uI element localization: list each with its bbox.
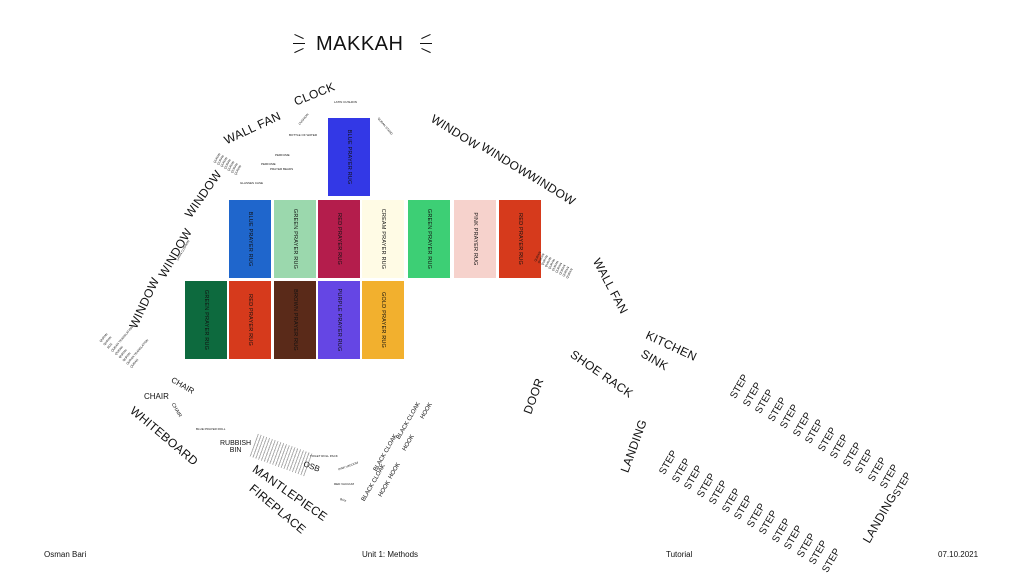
footer-author: Osman Bari bbox=[44, 550, 87, 559]
chair-label: CHAIR bbox=[169, 375, 196, 396]
whiteboard-label: WHITEBOARD bbox=[127, 403, 201, 469]
rug-label: CREAM PRAYER RUG bbox=[380, 208, 386, 270]
prayer-rug: GREEN PRAYER RUG bbox=[274, 200, 316, 278]
prayer-rug: BLUE PRAYER RUG bbox=[229, 200, 271, 278]
window-label: WINDOW bbox=[428, 111, 483, 153]
latin-cushion-label: LATIN CUSHION bbox=[334, 100, 357, 104]
blue-prayer-roll-label: BLUE PRAYER ROLL bbox=[196, 427, 226, 431]
clock-label: CLOCK bbox=[291, 79, 337, 109]
landing-label: LANDING bbox=[859, 490, 900, 546]
glasses-case-label: GLASSES CASE bbox=[240, 181, 264, 185]
rubbish-bin-label: RUBBISH BIN bbox=[220, 440, 252, 454]
cushion-label: CUSHION bbox=[297, 112, 310, 126]
chair-label: CHAIR bbox=[169, 402, 183, 419]
rug-label: PURPLE PRAYER RUG bbox=[336, 288, 342, 352]
prayer-rug: BLUE PRAYER RUG bbox=[328, 118, 370, 196]
rug-label: GREEN PRAYER RUG bbox=[292, 208, 298, 270]
box-label: BOX bbox=[339, 497, 347, 503]
title-ray bbox=[421, 33, 431, 40]
prayer-rug: GREEN PRAYER RUG bbox=[185, 281, 227, 359]
rug-label: BROWN PRAYER RUG bbox=[292, 289, 298, 351]
prayer-beads-label: PRAYER BEADS bbox=[270, 167, 294, 171]
prayer-rug: CREAM PRAYER RUG bbox=[362, 200, 404, 278]
perfume-label: PERFUME bbox=[275, 153, 290, 157]
bottle-of-water-label: BOTTLE OF WATER bbox=[289, 133, 318, 137]
rug-label: BLUE PRAYER RUG bbox=[247, 211, 253, 267]
shoe-rack-label: SHOE RACK bbox=[567, 347, 636, 401]
chair-label: CHAIR bbox=[144, 392, 169, 401]
prayer-rug: GOLD PRAYER RUG bbox=[362, 281, 404, 359]
page-title: MAKKAH bbox=[316, 33, 404, 55]
wall-fan-label: WALL FAN bbox=[589, 255, 631, 317]
rug-label: RED PRAYER RUG bbox=[336, 213, 342, 265]
rug-label: RED PRAYER RUG bbox=[247, 294, 253, 346]
title-ray bbox=[294, 47, 304, 54]
prayer-rug: PURPLE PRAYER RUG bbox=[318, 281, 360, 359]
prayer-rug: PINK PRAYER RUG bbox=[454, 200, 496, 278]
red-vacuum-label: RED VACUUM bbox=[334, 482, 354, 486]
hook-label: HOOK bbox=[387, 461, 402, 481]
rug-label: PINK PRAYER RUG bbox=[472, 212, 478, 266]
prayer-rug: RED PRAYER RUG bbox=[499, 200, 541, 278]
wall-fan-label: WALL FAN bbox=[221, 108, 283, 148]
door-label: DOOR bbox=[520, 376, 547, 416]
toilet-roll-pack-label: TOILET ROLL PACK bbox=[310, 454, 338, 458]
prayer-rug: GREEN PRAYER RUG bbox=[408, 200, 450, 278]
window-label: WINDOW bbox=[155, 225, 195, 281]
hook-label: HOOK bbox=[377, 479, 392, 499]
left-item-stack: QURAN QURAN BOX QURAN TRANSLATION QURAN QURAN… bbox=[98, 325, 150, 369]
prayer-rug: RED PRAYER RUG bbox=[318, 200, 360, 278]
hook-label: HOOK bbox=[401, 433, 416, 453]
quran-stand-label: QURAN STAND bbox=[376, 116, 394, 136]
rug-label: BLUE PRAYER RUG bbox=[346, 129, 352, 185]
prayer-rug: BROWN PRAYER RUG bbox=[274, 281, 316, 359]
window-label: WINDOW bbox=[181, 167, 225, 221]
pink-vacuum-label: PINK VACUUM bbox=[337, 460, 359, 472]
prayer-rug: RED PRAYER RUG bbox=[229, 281, 271, 359]
footer-date: 07.10.2021 bbox=[938, 550, 979, 559]
rug-label: GREEN PRAYER RUG bbox=[426, 208, 432, 270]
hook-label: HOOK bbox=[419, 401, 434, 421]
rug-label: GREEN PRAYER RUG bbox=[203, 289, 209, 351]
rug-label: GOLD PRAYER RUG bbox=[380, 291, 386, 349]
title-ray bbox=[294, 33, 304, 40]
title-ray bbox=[293, 43, 305, 45]
perfume-label: PERFUME bbox=[261, 162, 276, 166]
window-label: WINDOW bbox=[478, 139, 533, 181]
footer-unit: Unit 1: Methods bbox=[362, 550, 419, 559]
title-ray bbox=[421, 47, 431, 54]
landing-label: LANDING bbox=[617, 417, 650, 475]
window-label: WINDOW bbox=[126, 275, 163, 331]
footer-type: Tutorial bbox=[666, 550, 693, 559]
title-ray bbox=[420, 43, 432, 45]
rug-label: RED PRAYER RUG bbox=[517, 213, 523, 265]
